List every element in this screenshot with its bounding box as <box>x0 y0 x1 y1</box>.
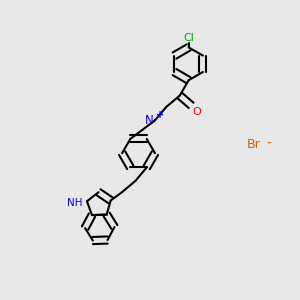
Text: -: - <box>266 137 271 151</box>
Text: Br: Br <box>247 138 261 151</box>
Text: O: O <box>193 107 201 117</box>
Text: +: + <box>156 110 164 120</box>
Text: N: N <box>145 114 153 127</box>
Text: Cl: Cl <box>183 33 194 43</box>
Text: NH: NH <box>67 198 83 208</box>
